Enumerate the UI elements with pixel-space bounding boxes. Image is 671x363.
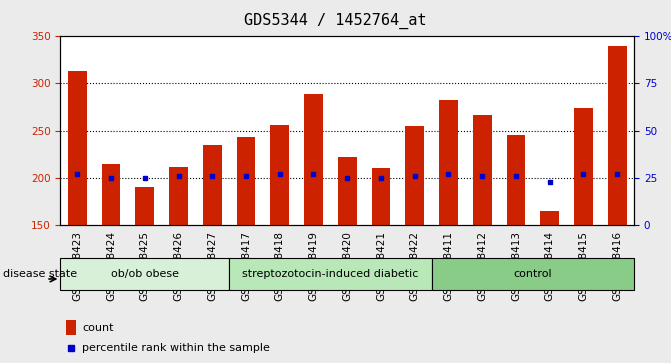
Text: streptozotocin-induced diabetic: streptozotocin-induced diabetic: [242, 269, 419, 279]
Bar: [574, 108, 592, 225]
Bar: [431, 258, 634, 290]
Text: count: count: [82, 323, 113, 333]
Bar: [440, 99, 458, 225]
Bar: [338, 157, 356, 225]
Bar: [372, 168, 391, 225]
Bar: [270, 125, 289, 225]
Text: GDS5344 / 1452764_at: GDS5344 / 1452764_at: [244, 13, 427, 29]
Text: ob/ob obese: ob/ob obese: [111, 269, 178, 279]
Bar: [203, 145, 221, 225]
Bar: [229, 258, 431, 290]
Bar: [169, 167, 188, 225]
Bar: [68, 71, 87, 225]
Bar: [102, 164, 120, 225]
Bar: [136, 187, 154, 225]
Bar: [405, 126, 424, 225]
Bar: [304, 94, 323, 225]
Bar: [60, 258, 229, 290]
Text: disease state: disease state: [3, 269, 77, 279]
Bar: [237, 137, 255, 225]
Bar: [608, 46, 627, 225]
Bar: [507, 135, 525, 225]
Text: control: control: [513, 269, 552, 279]
Bar: [66, 320, 76, 335]
Bar: [540, 211, 559, 225]
Bar: [473, 115, 492, 225]
Text: percentile rank within the sample: percentile rank within the sample: [82, 343, 270, 354]
